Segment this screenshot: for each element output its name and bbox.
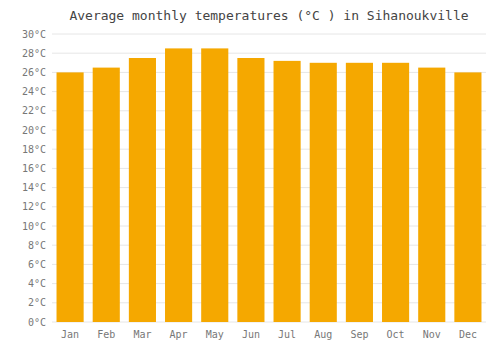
chart: Average monthly temperatures (°C ) in Si… <box>0 0 500 350</box>
bar <box>346 63 373 322</box>
y-tick-label: 0°C <box>28 317 46 328</box>
bar <box>382 63 409 322</box>
y-tick-label: 12°C <box>22 201 46 212</box>
y-tick-label: 8°C <box>28 240 46 251</box>
x-tick-label: May <box>206 329 224 340</box>
x-tick-label: Dec <box>459 329 477 340</box>
y-tick-label: 28°C <box>22 48 46 59</box>
y-tick-label: 14°C <box>22 182 46 193</box>
bar <box>310 63 337 322</box>
bars <box>57 48 482 322</box>
y-tick-label: 2°C <box>28 297 46 308</box>
grid-line <box>52 34 486 35</box>
bar <box>57 72 84 322</box>
bar <box>129 58 156 322</box>
bar <box>454 72 481 322</box>
y-axis: 0°C 2°C 4°C 6°C 8°C 10°C 12°C 14°C 16°C 18°C 20°C 2… <box>22 29 486 328</box>
y-tick-label: 30°C <box>22 29 46 40</box>
x-tick-label: Aug <box>314 329 332 340</box>
bar <box>274 61 301 322</box>
grid-line <box>52 53 486 54</box>
y-tick-label: 6°C <box>28 259 46 270</box>
y-tick-label: 18°C <box>22 144 46 155</box>
y-tick-label: 24°C <box>22 86 46 97</box>
y-tick-label: 22°C <box>22 105 46 116</box>
x-tick-label: Jul <box>278 329 296 340</box>
x-tick-label: Apr <box>170 329 188 340</box>
y-tick-label: 10°C <box>22 221 46 232</box>
title: Average monthly temperatures (°C ) in Si… <box>69 8 468 23</box>
y-tick-label: 16°C <box>22 163 46 174</box>
x-tick-label: Nov <box>423 329 441 340</box>
chart-container: Average monthly temperatures (°C ) in Si… <box>0 0 500 350</box>
x-tick-label: Mar <box>133 329 151 340</box>
y-tick-label: 20°C <box>22 125 46 136</box>
x-tick-label: Sep <box>350 329 368 340</box>
y-tick-label: 4°C <box>28 278 46 289</box>
x-axis: Jan Feb Mar Apr May Jun Jul Aug Sep Oct Nov Dec <box>61 329 477 340</box>
bar <box>165 48 192 322</box>
bar <box>201 48 228 322</box>
y-tick-label: 26°C <box>22 67 46 78</box>
bar <box>237 58 264 322</box>
x-tick-label: Jun <box>242 329 260 340</box>
bar <box>93 68 120 322</box>
x-tick-label: Feb <box>97 329 115 340</box>
bar <box>418 68 445 322</box>
x-tick-label: Oct <box>387 329 405 340</box>
x-tick-label: Jan <box>61 329 79 340</box>
